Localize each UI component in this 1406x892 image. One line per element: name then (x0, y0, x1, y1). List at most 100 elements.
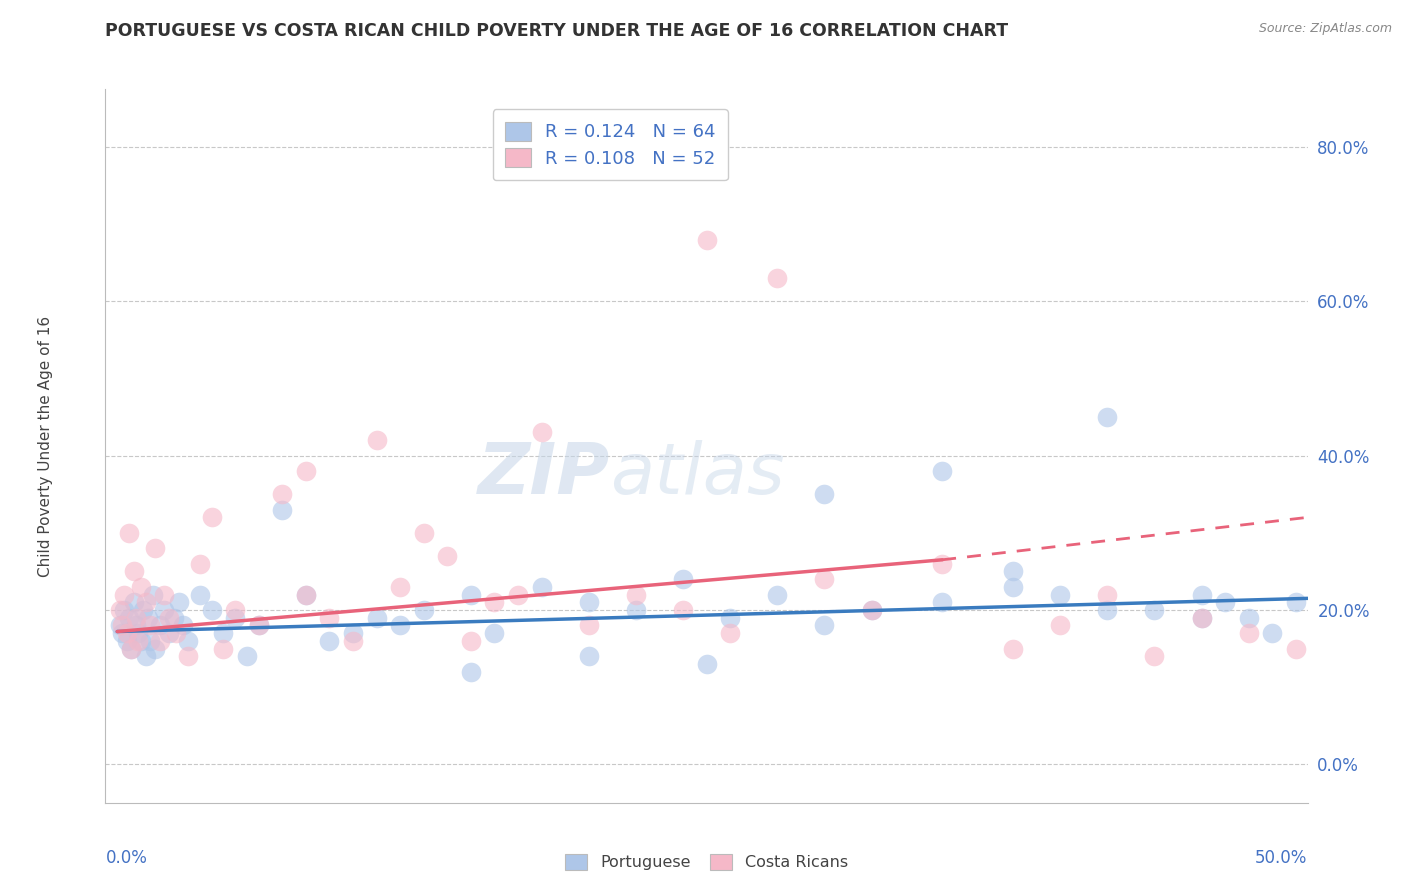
Text: Source: ZipAtlas.com: Source: ZipAtlas.com (1258, 22, 1392, 36)
Point (1143, 649, 1166, 664)
Point (115, 626, 138, 640)
Point (132, 603, 155, 617)
Point (177, 649, 200, 664)
Point (1191, 587, 1213, 601)
Point (342, 626, 364, 640)
Point (1001, 565, 1024, 579)
Point (143, 641, 166, 656)
Point (484, 595, 506, 609)
Point (271, 487, 294, 501)
Point (167, 595, 190, 609)
Point (860, 603, 883, 617)
Point (318, 633, 340, 648)
Point (530, 425, 553, 440)
Point (1143, 603, 1166, 617)
Point (142, 587, 165, 601)
Point (931, 557, 953, 571)
Point (813, 487, 835, 501)
Point (1001, 641, 1024, 656)
Point (766, 271, 789, 285)
Point (188, 587, 211, 601)
Point (163, 610, 186, 624)
Point (366, 434, 388, 448)
Point (153, 587, 176, 601)
Text: Child Poverty Under the Age of 16: Child Poverty Under the Age of 16 (38, 316, 53, 576)
Point (412, 525, 434, 540)
Point (1191, 610, 1213, 624)
Point (295, 587, 318, 601)
Point (366, 610, 388, 624)
Point (1213, 595, 1236, 609)
Point (1285, 595, 1308, 609)
Point (129, 633, 152, 648)
Point (1237, 626, 1260, 640)
Point (139, 633, 162, 648)
Point (149, 633, 172, 648)
Point (1049, 587, 1071, 601)
Point (295, 587, 318, 601)
Point (460, 633, 482, 648)
Point (122, 565, 145, 579)
Point (484, 626, 506, 640)
Point (108, 618, 131, 632)
Point (530, 580, 553, 594)
Point (172, 618, 194, 632)
Point (1191, 610, 1213, 624)
Point (112, 603, 135, 617)
Point (718, 626, 741, 640)
Text: atlas: atlas (610, 440, 785, 509)
Point (247, 618, 270, 632)
Point (1261, 626, 1284, 640)
Point (460, 665, 482, 679)
Point (111, 626, 134, 640)
Point (1097, 587, 1119, 601)
Point (212, 641, 235, 656)
Point (125, 618, 148, 632)
Point (624, 587, 647, 601)
Point (111, 618, 134, 632)
Point (696, 233, 718, 247)
Point (578, 618, 600, 632)
Point (931, 595, 953, 609)
Point (813, 618, 835, 632)
Point (224, 603, 246, 617)
Point (436, 549, 458, 563)
Point (108, 603, 131, 617)
Point (1049, 618, 1071, 632)
Point (1097, 603, 1119, 617)
Point (342, 633, 364, 648)
Point (236, 649, 259, 664)
Point (139, 618, 162, 632)
Point (127, 626, 149, 640)
Legend: Portuguese, Costa Ricans: Portuguese, Costa Ricans (558, 847, 855, 877)
Point (318, 610, 340, 624)
Point (506, 587, 529, 601)
Point (212, 626, 235, 640)
Point (1097, 410, 1119, 425)
Point (578, 595, 600, 609)
Point (931, 464, 953, 478)
Point (813, 572, 835, 586)
Point (672, 572, 695, 586)
Text: ZIP: ZIP (478, 440, 610, 509)
Point (224, 610, 246, 624)
Point (115, 633, 138, 648)
Point (157, 626, 180, 640)
Point (460, 587, 482, 601)
Point (188, 557, 211, 571)
Point (118, 610, 141, 624)
Point (718, 610, 741, 624)
Text: 50.0%: 50.0% (1256, 849, 1308, 867)
Point (165, 626, 187, 640)
Point (177, 633, 200, 648)
Point (1285, 641, 1308, 656)
Point (672, 603, 695, 617)
Point (200, 603, 222, 617)
Point (271, 502, 294, 516)
Point (247, 618, 270, 632)
Point (135, 649, 157, 664)
Point (125, 610, 148, 624)
Point (624, 603, 647, 617)
Point (389, 580, 412, 594)
Text: PORTUGUESE VS COSTA RICAN CHILD POVERTY UNDER THE AGE OF 16 CORRELATION CHART: PORTUGUESE VS COSTA RICAN CHILD POVERTY … (105, 22, 1008, 40)
